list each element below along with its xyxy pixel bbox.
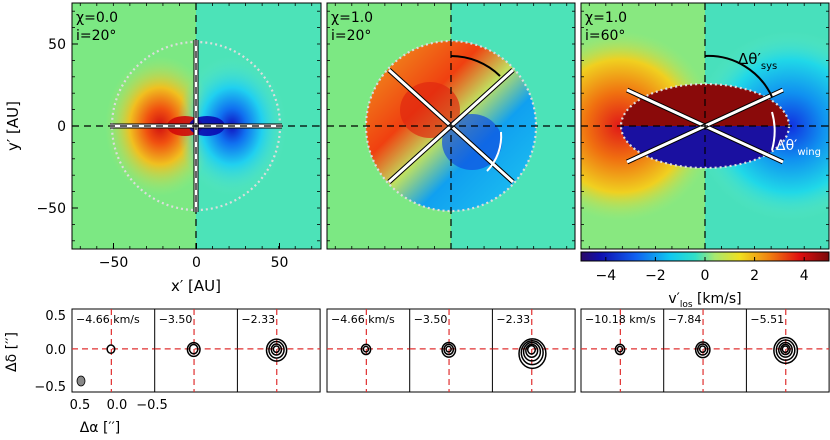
- panel-1-ylabel: y′ [AU]: [4, 101, 22, 151]
- channel-contour: [698, 345, 707, 354]
- channel-contour: [188, 343, 199, 355]
- channel-velocity-label: −2.33: [241, 313, 275, 326]
- channel-ytick-label: 0.0: [45, 343, 66, 358]
- colorbar: −4 −2 0 2 4 v′los [km/s]: [580, 251, 830, 310]
- channel-contour: [272, 345, 281, 354]
- colorbar-tick-label-1: −2: [645, 268, 666, 284]
- colorbar-tick-label-3: 2: [750, 268, 759, 284]
- ytick-label-0: −50: [36, 201, 66, 217]
- channel-group-2: [580, 308, 830, 393]
- channel-group-1: [326, 308, 576, 393]
- channel-contour: [781, 345, 790, 354]
- channel-contour: [526, 344, 537, 355]
- channel-velocity-label: −3.50: [159, 313, 193, 326]
- channel-contour: [106, 344, 116, 355]
- panel-1-xlabel: x′ [AU]: [171, 277, 221, 295]
- channel-ylabel: Δδ [′′]: [4, 332, 20, 372]
- channel-xtick-label: 0.5: [70, 398, 91, 413]
- panel-1-incl-label: i=20°: [76, 28, 116, 44]
- channel-contour: [443, 343, 455, 356]
- channel-maps: −4.66 km/s −3.50 −2.33 −4.66 km/s −3.50 −2.33…: [34, 308, 830, 413]
- channel-velocity-label: −7.84: [668, 313, 702, 326]
- channel-contour: [614, 343, 626, 356]
- channel-velocity-label: −4.66 km/s: [331, 313, 395, 326]
- channel-contour: [696, 343, 709, 356]
- channel-contour: [518, 338, 547, 370]
- colorbar-tick-label-4: 4: [800, 268, 809, 284]
- channel-ytick-label: −0.5: [34, 380, 66, 395]
- channel-contour: [265, 338, 288, 362]
- channel-contour: [778, 341, 793, 358]
- panel-1-chi-label: χ=0.0: [76, 10, 118, 26]
- velocity-map-panel-3: χ=1.0 i=60° Δθ′sys Δθ′wing: [580, 2, 830, 250]
- channel-group-0: [71, 308, 321, 393]
- channel-contour: [270, 343, 283, 356]
- xtick-label-2: 50: [271, 255, 289, 271]
- channel-contour: [775, 339, 796, 361]
- xtick-label-1: 0: [192, 255, 201, 271]
- channel-velocity-label: −5.51: [750, 313, 784, 326]
- channel-contour: [525, 343, 539, 358]
- panel-2-incl-label: i=20°: [331, 28, 371, 44]
- colorbar-tick-label-2: 0: [701, 268, 710, 284]
- channel-contour: [360, 343, 372, 356]
- channel-contour: [362, 345, 370, 353]
- channel-xtick-label: 0.0: [107, 398, 128, 413]
- channel-contour: [520, 339, 544, 366]
- channel-contour: [445, 345, 452, 353]
- channel-ytick-label: 0.5: [45, 309, 66, 324]
- channel-contour: [780, 343, 791, 356]
- velocity-map-panel-1: χ=0.0 i=20°: [71, 2, 322, 250]
- channel-velocity-label: −4.66 km/s: [76, 313, 140, 326]
- channel-contour: [441, 341, 457, 358]
- colorbar-label: v′los [km/s]: [668, 291, 741, 310]
- ytick-label-1: 0: [57, 119, 66, 135]
- panel-3-incl-label: i=60°: [585, 28, 625, 44]
- channel-contour: [186, 341, 201, 358]
- channel-xtick-label: −0.5: [136, 398, 168, 413]
- ytick-label-2: 50: [48, 37, 66, 53]
- delta-theta-wing-label: Δθ′wing: [776, 138, 821, 158]
- channel-contour: [616, 345, 624, 353]
- xtick-label-0: −50: [99, 255, 129, 271]
- panel-1-axes: −50 0 50 −50 0 50: [36, 3, 829, 271]
- velocity-map-panel-2: χ=1.0 i=20°: [326, 2, 576, 250]
- channel-velocity-label: −10.18 km/s: [585, 313, 656, 326]
- channel-velocity-label: −3.50: [414, 313, 448, 326]
- colorbar-tick-label-0: −4: [595, 268, 616, 284]
- panel-3-chi-label: χ=1.0: [585, 10, 627, 26]
- channel-contour: [694, 341, 711, 359]
- channel-contour: [773, 336, 799, 365]
- panel-2-chi-label: χ=1.0: [331, 10, 373, 26]
- channel-contour: [522, 341, 542, 362]
- channel-contour: [268, 340, 285, 359]
- beam-ellipse: [76, 375, 86, 387]
- delta-theta-sys-label: Δθ′sys: [738, 50, 777, 72]
- colorbar-ticks: −4 −2 0 2 4: [595, 257, 809, 284]
- channel-velocity-label: −2.33: [496, 313, 530, 326]
- channel-xlabel: Δα [′′]: [80, 420, 121, 436]
